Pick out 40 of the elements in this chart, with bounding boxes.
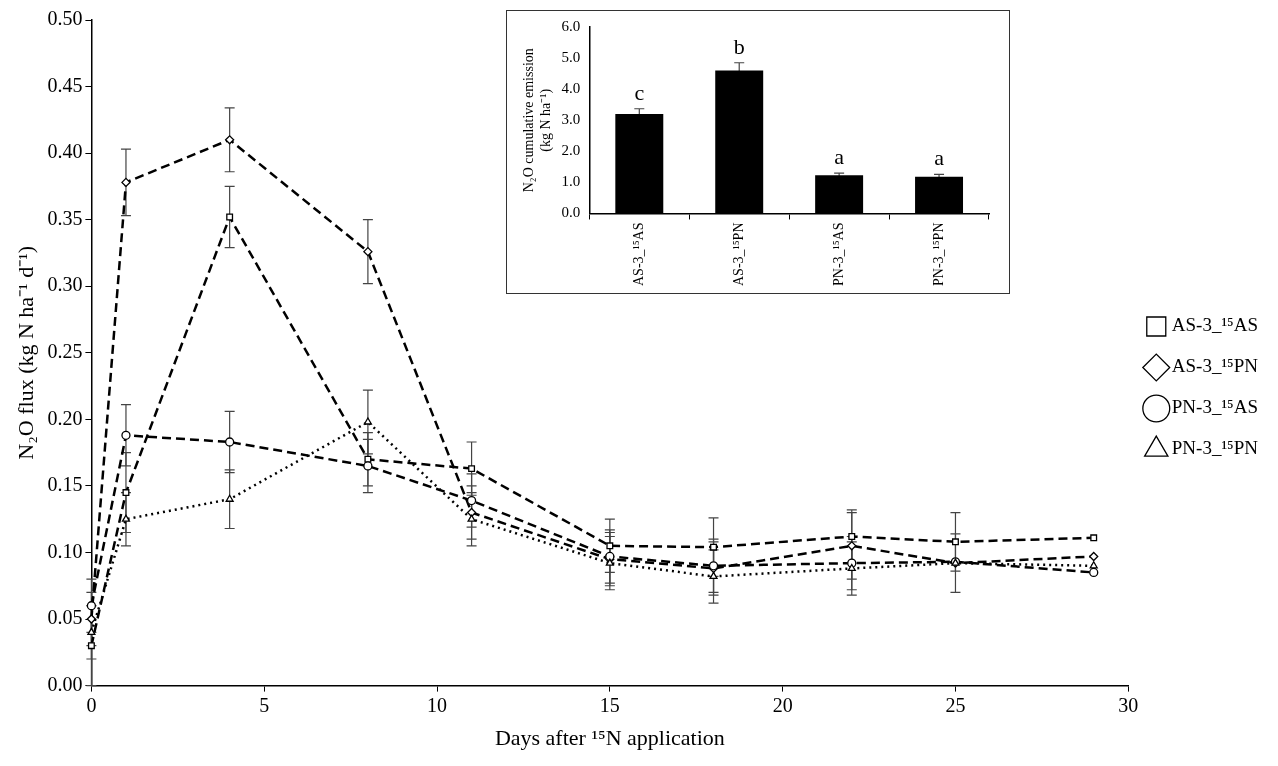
- y-tick-label: 1.0: [561, 173, 581, 190]
- y-axis-title: N₂O cumulative emission (kg N ha⁻¹): [521, 48, 554, 193]
- y-tick-label: 0.0: [561, 204, 581, 221]
- annotation: a: [834, 143, 845, 169]
- y-tick-label: 0.30: [47, 273, 83, 296]
- y-tick-label: 0.15: [47, 473, 83, 496]
- annotation: a: [934, 145, 945, 171]
- x-tick-label: 25: [945, 693, 966, 716]
- y-tick-label: 2.0: [561, 142, 581, 159]
- x-tick-label: 0: [86, 693, 97, 716]
- y-tick-label: 3.0: [561, 111, 581, 128]
- y-tick-label: 0.25: [47, 340, 83, 363]
- y-tick-label: 0.40: [47, 140, 83, 163]
- y-tick-label: 4.0: [561, 80, 581, 97]
- x-tick-label: 5: [259, 693, 270, 716]
- legend-label: AS-3_¹⁵AS: [1171, 314, 1259, 336]
- y-tick-label: 0.35: [47, 206, 83, 229]
- x-axis-title: Days after ¹⁵N application: [494, 724, 725, 750]
- x-tick-label: 20: [772, 693, 793, 716]
- y-tick-label: 0.50: [47, 7, 83, 30]
- legend-label: PN-3_¹⁵AS: [1171, 396, 1259, 418]
- annotation: b: [733, 33, 745, 59]
- x-tick-label: 10: [427, 693, 448, 716]
- y-tick-label: 0.00: [47, 672, 83, 695]
- y-tick-label: 0.05: [47, 606, 83, 629]
- y-tick-label: 0.10: [47, 539, 83, 562]
- y-tick-label: 0.45: [47, 73, 83, 96]
- x-tick-label: AS-3_¹⁵PN: [730, 222, 746, 287]
- annotation: c: [634, 79, 645, 105]
- y-tick-label: 6.0: [561, 17, 581, 34]
- x-tick-label: 15: [599, 693, 620, 716]
- legend-label: AS-3_¹⁵PN: [1171, 355, 1259, 377]
- legend-label: PN-3_¹⁵PN: [1171, 437, 1259, 459]
- x-tick-label: 30: [1118, 693, 1139, 716]
- y-tick-label: 5.0: [561, 49, 581, 66]
- y-tick-label: 0.20: [47, 406, 83, 429]
- x-tick-label: PN-3_¹⁵PN: [930, 222, 946, 287]
- x-tick-label: AS-3_¹⁵AS: [630, 222, 646, 287]
- x-tick-label: PN-3_¹⁵AS: [830, 222, 846, 287]
- y-axis-title: N₂O flux (kg N ha⁻¹ d⁻¹): [12, 245, 38, 460]
